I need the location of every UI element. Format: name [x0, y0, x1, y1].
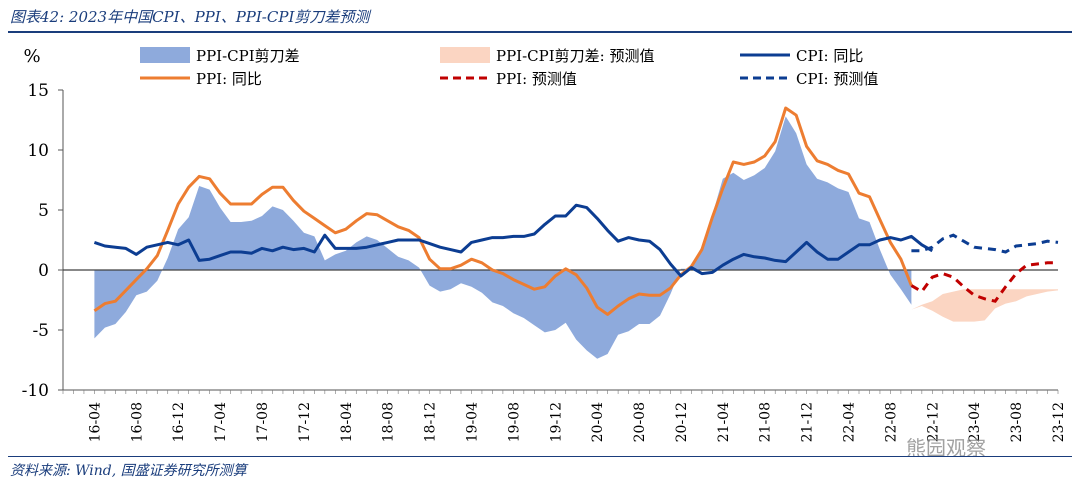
- ppi-forecast-line: [910, 261, 1058, 303]
- y-tick-label: -5: [32, 321, 49, 341]
- x-tick-label: 17-12: [297, 402, 313, 442]
- x-tick-label: 19-04: [465, 402, 481, 442]
- legend-label: CPI: 同比: [796, 47, 863, 65]
- x-tick-label: 20-08: [632, 402, 648, 442]
- x-tick-label: 23-04: [967, 402, 983, 442]
- legend: PPI-CPI剪刀差 PPI-CPI剪刀差: 预测值 CPI: 同比 PPI: 同比 P…: [140, 47, 878, 88]
- x-tick-label: 17-04: [213, 402, 229, 442]
- x-tick-label: 16-08: [129, 402, 145, 442]
- y-tick-label: 10: [27, 141, 49, 161]
- title-rule: [8, 31, 1072, 33]
- x-tick-label: 21-08: [758, 402, 774, 442]
- legend-label: PPI-CPI剪刀差: [196, 47, 300, 65]
- x-tick-label: 16-04: [87, 402, 103, 442]
- legend-swatch: [140, 47, 190, 63]
- legend-label: PPI: 同比: [196, 70, 262, 88]
- cpi-line: [93, 203, 934, 278]
- chart: % -10 -5 0 5 10 15 16-04 16-08 16-12 17-04 17-08 17…: [22, 46, 1067, 442]
- x-tick-label: 22-04: [842, 402, 858, 442]
- x-tick-label: 17-08: [255, 402, 271, 442]
- x-tick-label: 18-04: [339, 402, 355, 442]
- x-tick-label: 19-12: [548, 402, 564, 442]
- x-tick-label: 23-12: [1051, 402, 1067, 442]
- x-tick-label: 22-12: [925, 402, 941, 442]
- x-tick-label: 20-04: [590, 402, 606, 442]
- y-tick-label: 5: [38, 201, 49, 221]
- x-tick-label: 21-12: [800, 402, 816, 442]
- y-tick-label: -10: [22, 381, 49, 401]
- spread-area: [94, 116, 912, 359]
- spread-forecast-area: [911, 289, 1058, 322]
- chart-title: 图表42: 2023年中国CPI、PPI、PPI-CPI剪刀差预测: [10, 8, 370, 26]
- x-tick-label: 22-08: [883, 402, 899, 442]
- x-tick-label: 18-12: [423, 402, 439, 442]
- y-tick-label: 15: [27, 81, 49, 101]
- x-tick-label: 18-08: [381, 402, 397, 442]
- x-tick-label: 19-08: [506, 402, 522, 442]
- legend-label: PPI-CPI剪刀差: 预测值: [496, 47, 655, 65]
- x-tick-label: 21-04: [716, 402, 732, 442]
- cpi-forecast-line: [911, 233, 1059, 254]
- y-axis-label: %: [23, 46, 40, 67]
- x-tick-label: 20-12: [674, 402, 690, 442]
- plot-area: -10 -5 0 5 10 15 16-04 16-08 16-12 17-04 17-08 17-1…: [22, 81, 1067, 442]
- y-tick-label: 0: [38, 261, 49, 281]
- legend-label: PPI: 预测值: [496, 70, 577, 88]
- legend-label: CPI: 预测值: [796, 70, 878, 88]
- source-rule: [8, 456, 1072, 457]
- x-tick-label: 23-08: [1009, 402, 1025, 442]
- source-note: 资料来源: Wind, 国盛证券研究所测算: [10, 463, 247, 479]
- x-tick-label: 16-12: [171, 402, 187, 442]
- ppi-line: [93, 106, 913, 316]
- legend-swatch: [440, 47, 490, 63]
